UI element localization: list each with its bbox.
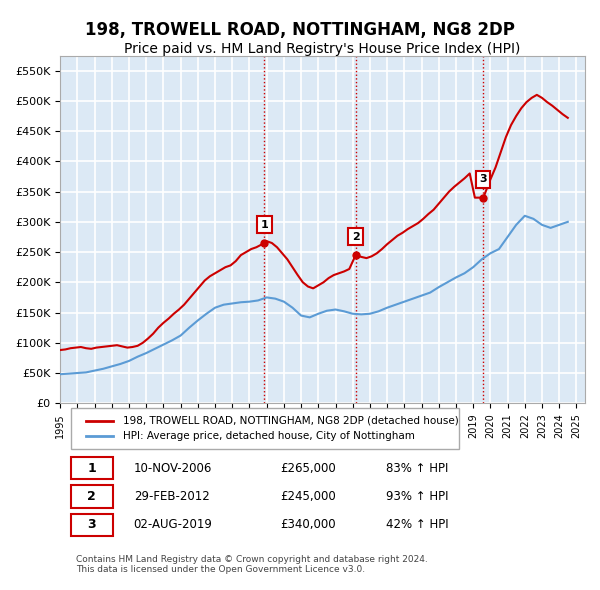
FancyBboxPatch shape	[71, 514, 113, 536]
Text: 10-NOV-2006: 10-NOV-2006	[134, 461, 212, 474]
Text: 29-FEB-2012: 29-FEB-2012	[134, 490, 209, 503]
Text: 3: 3	[479, 175, 487, 184]
Text: 3: 3	[88, 519, 96, 532]
Text: 1: 1	[260, 219, 268, 230]
FancyBboxPatch shape	[71, 408, 459, 449]
Text: £340,000: £340,000	[281, 519, 336, 532]
Text: 42% ↑ HPI: 42% ↑ HPI	[386, 519, 448, 532]
Text: HPI: Average price, detached house, City of Nottingham: HPI: Average price, detached house, City…	[123, 431, 415, 441]
Text: 93% ↑ HPI: 93% ↑ HPI	[386, 490, 448, 503]
Text: 1: 1	[88, 461, 96, 474]
FancyBboxPatch shape	[71, 486, 113, 507]
Text: £265,000: £265,000	[281, 461, 337, 474]
Text: 198, TROWELL ROAD, NOTTINGHAM, NG8 2DP: 198, TROWELL ROAD, NOTTINGHAM, NG8 2DP	[85, 21, 515, 39]
Text: £245,000: £245,000	[281, 490, 337, 503]
Text: 2: 2	[88, 490, 96, 503]
Text: 02-AUG-2019: 02-AUG-2019	[134, 519, 212, 532]
Text: 2: 2	[352, 232, 359, 242]
Text: Contains HM Land Registry data © Crown copyright and database right 2024.
This d: Contains HM Land Registry data © Crown c…	[76, 555, 428, 574]
FancyBboxPatch shape	[71, 457, 113, 479]
Text: 83% ↑ HPI: 83% ↑ HPI	[386, 461, 448, 474]
Text: 198, TROWELL ROAD, NOTTINGHAM, NG8 2DP (detached house): 198, TROWELL ROAD, NOTTINGHAM, NG8 2DP (…	[123, 415, 459, 425]
Title: Price paid vs. HM Land Registry's House Price Index (HPI): Price paid vs. HM Land Registry's House …	[124, 41, 521, 55]
